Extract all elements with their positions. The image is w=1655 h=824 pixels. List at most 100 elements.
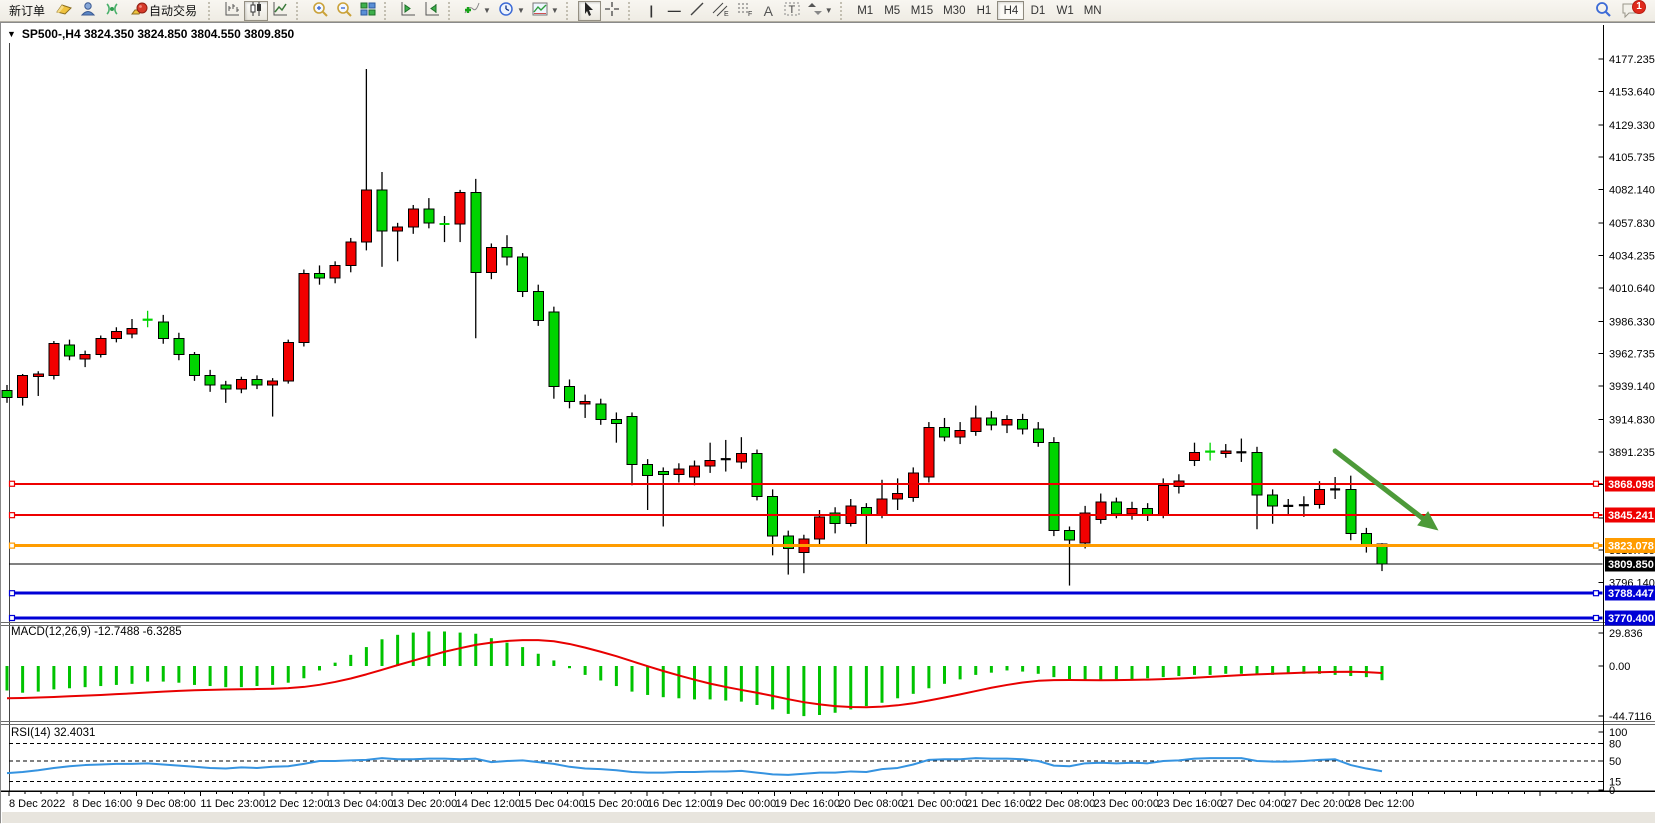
indicators-button[interactable]: ▼: [460, 1, 494, 21]
svg-text:0.00: 0.00: [1609, 661, 1630, 673]
timeframe-button-D1[interactable]: D1: [1024, 1, 1051, 20]
timeframe-button-M30[interactable]: M30: [938, 1, 970, 20]
text-icon: A: [763, 2, 773, 19]
candlestick-chart-icon: [247, 1, 265, 20]
chart-title-text: SP500-,H4 3824.350 3824.850 3804.550 380…: [21, 27, 295, 41]
svg-text:27 Dec 20:00: 27 Dec 20:00: [1285, 798, 1350, 810]
svg-text:F: F: [748, 11, 752, 17]
timeframe-button-W1[interactable]: W1: [1051, 1, 1078, 20]
periods-button[interactable]: ▼: [494, 1, 528, 21]
timeframe-button-M5[interactable]: M5: [879, 1, 906, 20]
crosshair-icon: [604, 1, 620, 20]
horizontal-lines-layer[interactable]: [8, 480, 1603, 622]
chart-title: ▼ SP500-,H4 3824.350 3824.850 3804.550 3…: [7, 27, 294, 41]
timeframe-button-H1[interactable]: H1: [970, 1, 997, 20]
toolbar-grip: [296, 1, 305, 20]
svg-text:20 Dec 08:00: 20 Dec 08:00: [838, 798, 903, 810]
horizontal-line-icon: —: [667, 3, 681, 18]
svg-text:13 Dec 04:00: 13 Dec 04:00: [328, 798, 393, 810]
chevron-down-icon: ▼: [824, 6, 833, 15]
vertical-line-icon: |: [649, 3, 654, 18]
timeframe-group: M1 M5 M15 M30 H1 H4 D1 W1 MN: [852, 1, 1107, 20]
toolbar-grip: [839, 1, 849, 20]
timeframe-button-M1[interactable]: M1: [852, 1, 879, 20]
svg-text:8 Dec 16:00: 8 Dec 16:00: [73, 798, 132, 810]
crosshair-button[interactable]: [601, 1, 624, 21]
zoom-in-button[interactable]: [308, 1, 332, 21]
trendline-button[interactable]: [686, 1, 709, 21]
trend-arrow[interactable]: [1332, 448, 1439, 531]
terminal-button[interactable]: [76, 1, 100, 21]
autotrading-button[interactable]: 自动交易: [124, 1, 204, 21]
svg-text:21 Dec 16:00: 21 Dec 16:00: [966, 798, 1031, 810]
svg-text:12 Dec 12:00: 12 Dec 12:00: [264, 798, 329, 810]
cursor-icon: [581, 1, 597, 20]
text-button[interactable]: A: [757, 1, 780, 21]
text-label-button[interactable]: T: [780, 1, 804, 21]
zoom-in-icon: [311, 1, 329, 20]
horizontal-line-button[interactable]: —: [663, 1, 686, 21]
text-label-icon: T: [783, 1, 801, 20]
svg-text:23 Dec 16:00: 23 Dec 16:00: [1157, 798, 1222, 810]
svg-text:3986.330: 3986.330: [1609, 316, 1655, 328]
bar-chart-icon: [223, 1, 241, 20]
line-chart-icon: [271, 1, 289, 20]
toolbar: 新订单 自动交易 ▼ ▼ ▼ | — E F A T ▼ M1 M5 M15 M30 H…: [0, 0, 1655, 22]
cursor-button[interactable]: [577, 0, 601, 21]
svg-text:3914.830: 3914.830: [1609, 415, 1655, 427]
toolbar-grip: [448, 1, 457, 20]
svg-text:4082.140: 4082.140: [1609, 185, 1655, 197]
notification-badge: 1: [1632, 0, 1646, 14]
vertical-line-button[interactable]: |: [640, 1, 663, 21]
chart-menu-icon[interactable]: ▼: [7, 29, 16, 39]
chart-shift-button[interactable]: [396, 1, 420, 21]
orders-button[interactable]: [52, 1, 76, 21]
chart-shift-icon: [399, 1, 417, 20]
price-badges: 3868.098 3845.241 3823.078 3788.447 3770.400…: [1605, 476, 1655, 626]
notifications-button[interactable]: 1: [1615, 0, 1647, 21]
svg-text:3788.447: 3788.447: [1608, 588, 1654, 600]
candlestick-chart-button[interactable]: [244, 0, 269, 21]
arrows-button[interactable]: ▼: [804, 1, 836, 21]
svg-text:3770.400: 3770.400: [1608, 613, 1654, 625]
bar-chart-button[interactable]: [220, 1, 244, 21]
templates-button[interactable]: ▼: [528, 1, 562, 21]
svg-text:4177.235: 4177.235: [1609, 54, 1655, 66]
svg-text:3962.735: 3962.735: [1609, 349, 1655, 361]
rsi-indicator-label: RSI(14) 32.4031: [11, 727, 96, 739]
user-terminal-icon: [79, 1, 97, 20]
zoom-out-button[interactable]: [332, 1, 356, 21]
fibonacci-button[interactable]: F: [733, 1, 757, 21]
timeframe-button-MN[interactable]: MN: [1079, 1, 1107, 20]
svg-text:15 Dec 04:00: 15 Dec 04:00: [519, 798, 584, 810]
svg-text:8 Dec 2022: 8 Dec 2022: [9, 798, 65, 810]
timeframe-button-H4[interactable]: H4: [997, 1, 1025, 20]
auto-scroll-icon: [423, 1, 441, 20]
chart-window: ▼ SP500-,H4 3824.350 3824.850 3804.550 3…: [0, 22, 1655, 824]
signals-button[interactable]: [100, 1, 124, 21]
svg-text:15 Dec 20:00: 15 Dec 20:00: [583, 798, 648, 810]
auto-scroll-button[interactable]: [420, 1, 444, 21]
indicators-icon: [463, 1, 481, 20]
line-chart-button[interactable]: [268, 1, 292, 21]
new-order-button[interactable]: 新订单: [2, 1, 52, 21]
svg-text:3939.140: 3939.140: [1609, 381, 1655, 393]
time-axis[interactable]: 8 Dec 2022 8 Dec 16:00 9 Dec 08:00 11 Dec 2…: [8, 791, 1589, 810]
search-button[interactable]: [1591, 1, 1615, 21]
arrows-icon: [807, 1, 823, 20]
svg-text:4034.235: 4034.235: [1609, 250, 1655, 262]
equidistant-channel-button[interactable]: E: [709, 1, 733, 21]
tile-windows-button[interactable]: [356, 1, 380, 21]
svg-text:-44.7116: -44.7116: [1609, 711, 1652, 723]
svg-text:3823.078: 3823.078: [1608, 541, 1654, 553]
chevron-down-icon: ▼: [516, 6, 525, 15]
chart-canvas[interactable]: 4177.235 4153.640 4129.330 4105.735 4082.140…: [1, 23, 1655, 824]
svg-text:4129.330: 4129.330: [1609, 120, 1655, 132]
chevron-down-icon: ▼: [550, 6, 559, 15]
channel-icon: E: [712, 1, 730, 20]
autotrading-label: 自动交易: [149, 4, 198, 18]
timeframe-button-M15[interactable]: M15: [906, 1, 938, 20]
svg-text:23 Dec 00:00: 23 Dec 00:00: [1094, 798, 1159, 810]
